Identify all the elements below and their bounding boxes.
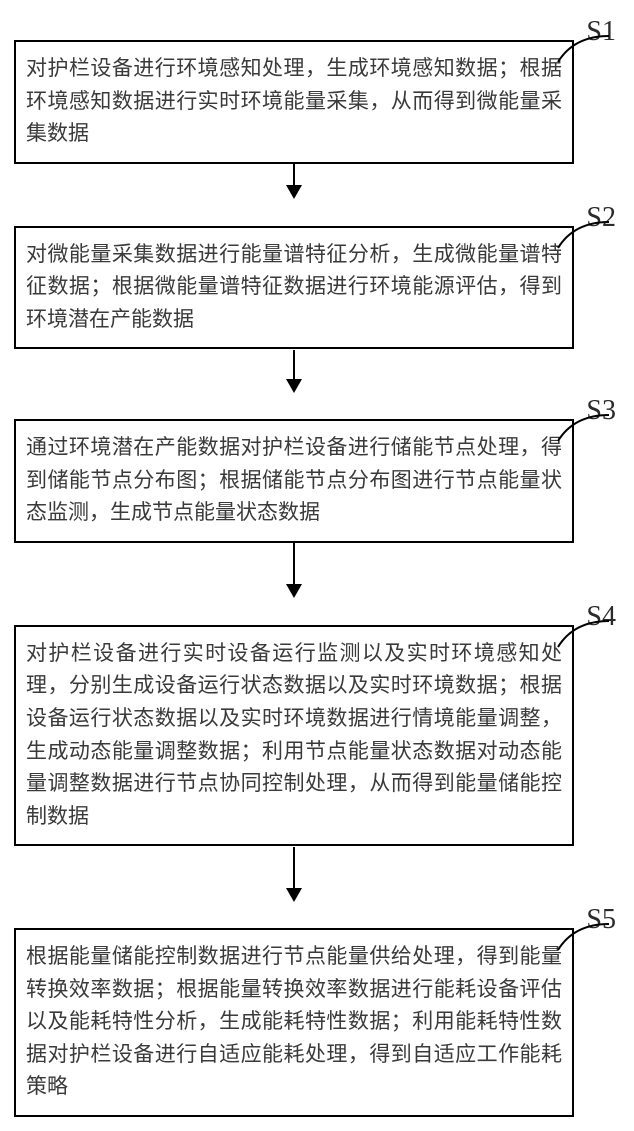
step-box: 根据能量储能控制数据进行节点能量供给处理，得到能量转换效率数据；根据能量转换效率… <box>14 928 574 1117</box>
arrow-head-icon <box>286 185 302 199</box>
flowchart-container: 对护栏设备进行环境感知处理，生成环境感知数据；根据环境感知数据进行实时环境能量采… <box>14 14 620 1117</box>
step-label: S1 <box>586 16 616 48</box>
arrow-shaft <box>293 350 295 380</box>
step-label: S2 <box>586 202 616 234</box>
flow-step: 通过环境潜在产能数据对护栏设备进行储能节点处理，得到储能节点分布图；根据储能节点… <box>14 419 620 543</box>
flow-step: 对护栏设备进行实时设备运行监测以及实时环境感知处理，分别生成设备运行状态数据以及… <box>14 625 620 846</box>
flow-arrow <box>14 349 574 393</box>
flow-arrow <box>14 543 574 599</box>
step-box: 通过环境潜在产能数据对护栏设备进行储能节点处理，得到储能节点分布图；根据储能节点… <box>14 419 574 543</box>
flow-arrow <box>14 846 574 902</box>
step-label: S4 <box>586 601 616 633</box>
arrow-shaft <box>293 164 295 186</box>
flow-arrow <box>14 164 574 200</box>
flow-step: 对微能量采集数据进行能量谱特征分析，生成微能量谱特征数据；根据微能量谱特征数据进… <box>14 226 620 350</box>
arrow-head-icon <box>286 584 302 598</box>
flow-step: 根据能量储能控制数据进行节点能量供给处理，得到能量转换效率数据；根据能量转换效率… <box>14 928 620 1117</box>
flow-step: 对护栏设备进行环境感知处理，生成环境感知数据；根据环境感知数据进行实时环境能量采… <box>14 40 620 164</box>
step-box: 对护栏设备进行环境感知处理，生成环境感知数据；根据环境感知数据进行实时环境能量采… <box>14 40 574 164</box>
step-box: 对护栏设备进行实时设备运行监测以及实时环境感知处理，分别生成设备运行状态数据以及… <box>14 625 574 846</box>
arrow-shaft <box>293 543 295 585</box>
arrow-head-icon <box>286 379 302 393</box>
step-label: S5 <box>586 904 616 936</box>
arrow-head-icon <box>286 888 302 902</box>
step-box: 对微能量采集数据进行能量谱特征分析，生成微能量谱特征数据；根据微能量谱特征数据进… <box>14 226 574 350</box>
arrow-shaft <box>293 847 295 889</box>
step-label: S3 <box>586 395 616 427</box>
